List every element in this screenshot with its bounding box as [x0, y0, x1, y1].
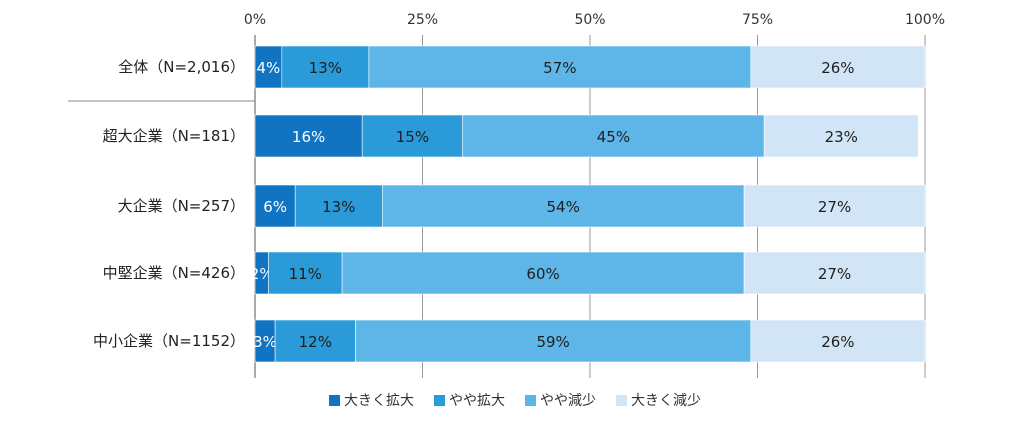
bar-segment	[268, 251, 343, 295]
bar-segment	[743, 184, 926, 228]
data-label: 54%	[547, 198, 580, 216]
category-label: 中小企業（N=1152）	[93, 332, 245, 350]
data-label: 13%	[309, 59, 342, 77]
data-label: 45%	[597, 128, 630, 146]
legend-item-slight-increase: やや拡大	[434, 390, 505, 410]
data-label: 12%	[299, 333, 332, 351]
bar-segment	[274, 319, 356, 363]
bar-segment	[368, 45, 752, 89]
data-label: 16%	[292, 128, 325, 146]
data-label: 23%	[825, 128, 858, 146]
legend-swatch	[616, 394, 627, 406]
x-tick-label: 50%	[574, 12, 605, 28]
category-label: 中堅企業（N=426）	[103, 264, 245, 282]
category-label: 大企業（N=257）	[118, 197, 245, 215]
bar-segment	[763, 114, 919, 158]
data-label: 59%	[536, 333, 569, 351]
bar-segment	[254, 184, 296, 228]
data-label: 26%	[821, 59, 854, 77]
data-label: 11%	[289, 265, 322, 283]
legend-item-large-increase: 大きく拡大	[329, 390, 414, 410]
data-label: 13%	[322, 198, 355, 216]
data-label: 3%	[253, 333, 277, 351]
category-label: 全体（N=2,016）	[118, 58, 245, 76]
bar-segment	[462, 114, 765, 158]
legend-label: やや拡大	[449, 393, 505, 409]
bar-segment	[341, 251, 745, 295]
bar-segment	[750, 319, 926, 363]
legend-item-slight-decrease: やや減少	[525, 390, 596, 410]
data-label: 60%	[526, 265, 559, 283]
legend-swatch	[525, 394, 536, 406]
legend-swatch	[329, 394, 340, 406]
x-tick-label: 100%	[905, 12, 945, 28]
x-tick-label: 25%	[407, 12, 438, 28]
bar-segment	[254, 45, 283, 89]
legend: 大きく拡大 やや拡大 やや減少 大きく減少	[0, 390, 1030, 410]
data-label: 57%	[543, 59, 576, 77]
stacked-bar-chart: 0% 25% 50% 75% 100% 全体（N=2,016） 4% 13% 57% 26% 超大企…	[68, 12, 945, 378]
legend-label: 大きく減少	[631, 393, 701, 409]
data-label: 6%	[263, 198, 287, 216]
bar-segment	[361, 114, 464, 158]
bar-segment	[381, 184, 745, 228]
bar-segment	[743, 251, 926, 295]
x-tick-label: 75%	[742, 12, 773, 28]
legend-swatch	[434, 394, 445, 406]
legend-item-large-decrease: 大きく減少	[616, 390, 701, 410]
data-label: 27%	[818, 265, 851, 283]
legend-label: やや減少	[540, 393, 596, 409]
legend-label: 大きく拡大	[344, 393, 414, 409]
bar-segment	[254, 114, 363, 158]
data-label: 2%	[250, 265, 274, 283]
bar-segment	[750, 45, 926, 89]
category-label: 超大企業（N=181）	[103, 127, 245, 145]
bar-segment	[294, 184, 383, 228]
data-label: 27%	[818, 198, 851, 216]
data-label: 15%	[396, 128, 429, 146]
bar-segment	[355, 319, 752, 363]
data-label: 4%	[257, 59, 281, 77]
x-tick-label: 0%	[244, 12, 266, 28]
data-label: 26%	[821, 333, 854, 351]
